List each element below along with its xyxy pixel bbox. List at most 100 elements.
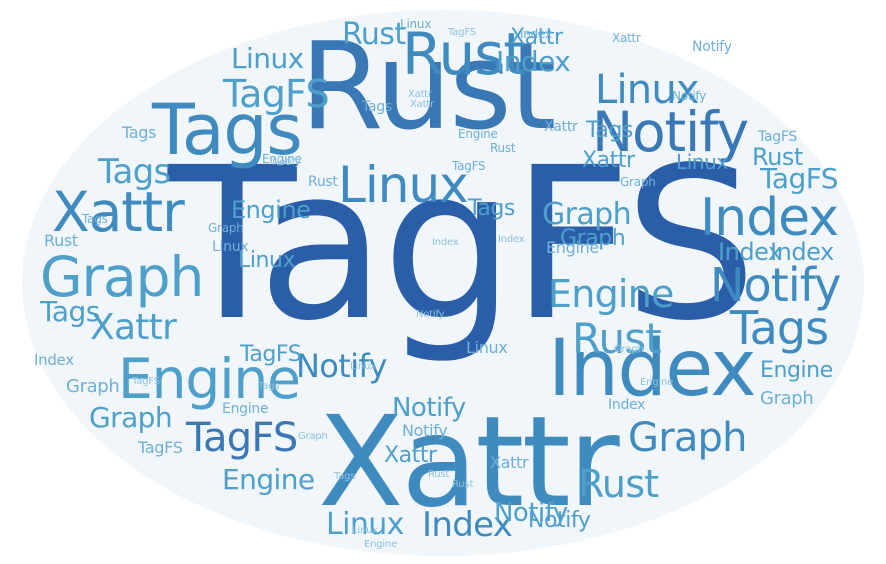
word-xattr: Xattr [612,31,641,45]
word-rust: Rust [490,141,516,155]
word-xattr: Xattr [490,453,529,472]
word-tags: Tags [334,471,356,482]
word-tagfs: TagFS [760,162,839,195]
word-index: Index [548,324,756,414]
word-graph: Graph [40,245,204,309]
word-graph: Graph [542,197,632,232]
word-tagfs: TagFS [240,342,302,367]
word-rust: Rust [342,17,406,52]
word-xattr: Xattr [544,119,578,135]
word-linux: Linux [676,150,728,174]
word-tags: Tags [82,212,108,226]
word-engine: Engine [640,377,674,388]
word-tags: Tags [468,196,515,221]
word-rust: Rust [428,469,450,480]
word-engine: Engine [231,196,311,224]
word-notify: Notify [296,347,387,385]
word-xattr: Xattr [52,180,185,244]
word-rust: Rust [578,462,659,506]
word-tagfs: TagFS [452,159,486,173]
word-graph: Graph [614,344,644,355]
word-tags: Tags [122,123,157,142]
word-index: Index [520,27,552,41]
word-index: Index [34,351,74,369]
word-xattr: Xattr [510,25,563,50]
word-tagfs: TagFS [132,376,160,387]
word-tagfs: TagFS [758,129,797,145]
word-graph: Graph [298,431,328,442]
word-xattr: Xattr [318,390,620,535]
word-tagfs: TagFS [168,122,757,367]
word-notify: Notify [528,508,591,533]
word-index: Index [718,238,782,266]
word-notify: Notify [494,498,568,528]
word-index: Index [422,505,513,545]
word-rust: Rust [300,18,556,157]
word-notify: Notify [692,39,732,55]
word-index: Index [770,238,834,266]
word-engine: Engine [222,401,269,417]
word-rust: Rust [44,231,78,250]
word-tagfs: TagFS [448,27,476,38]
word-tags: Tags [730,301,829,355]
word-graph: Graph [760,388,814,409]
word-xattr: Xattr [410,99,434,110]
word-rust: Rust [452,479,474,490]
word-tags: Tags [40,295,100,328]
word-linux: Linux [466,338,508,357]
word-linux: Linux [212,239,249,255]
word-engine: Engine [222,463,315,496]
cloud-ellipse-background [22,10,864,556]
word-graph: Graph [89,401,173,434]
word-graph: Graph [620,175,656,189]
word-notify: Notify [710,258,841,312]
word-tags: Tags [258,381,280,392]
word-rust: Rust [308,174,338,190]
word-linux: Linux [326,507,404,542]
word-tagfs: TagFS [138,438,183,457]
word-index: Index [432,237,459,248]
word-tagfs: TagFS [186,415,298,461]
word-engine: Engine [364,539,398,550]
word-graph: Graph [560,226,626,251]
word-notify: Notify [672,89,707,103]
word-notify: Notify [392,393,466,423]
word-xattr: Xattr [408,89,432,100]
word-linux: Linux [352,525,378,536]
word-linux: Linux [595,67,700,113]
word-notify: Notify [592,100,749,164]
word-tagfs: TagFS [223,72,330,116]
word-notify: Notify [416,309,445,320]
word-tags: Tags [98,152,171,192]
word-linux: Linux [350,361,376,372]
word-engine: Engine [546,238,599,257]
word-notify: Notify [272,157,301,168]
word-xattr: Xattr [582,148,635,173]
word-linux: Linux [338,156,469,214]
word-engine: Engine [548,272,674,316]
word-index: Index [498,234,525,245]
word-linux: Linux [231,42,304,75]
word-index: Index [496,45,571,78]
word-tags: Tags [152,89,303,171]
word-graph: Graph [66,376,120,397]
word-engine: Engine [118,347,301,411]
word-index: Index [608,397,646,413]
word-graph: Graph [208,221,244,235]
word-xattr: Xattr [90,307,177,348]
word-rust: Rust [752,143,803,171]
word-tags: Tags [362,99,392,115]
word-graph: Graph [628,415,748,461]
word-linux: Linux [238,248,296,273]
word-notify: Notify [402,421,448,440]
word-rust: Rust [572,314,662,363]
word-engine: Engine [760,358,833,383]
word-linux: Linux [400,17,432,31]
word-index: Index [700,188,839,248]
word-rust: Rust [402,20,526,88]
word-tags: Tags [586,118,633,143]
word-engine: Engine [262,152,302,166]
word-engine: Engine [458,127,498,141]
word-xattr: Xattr [384,443,437,468]
